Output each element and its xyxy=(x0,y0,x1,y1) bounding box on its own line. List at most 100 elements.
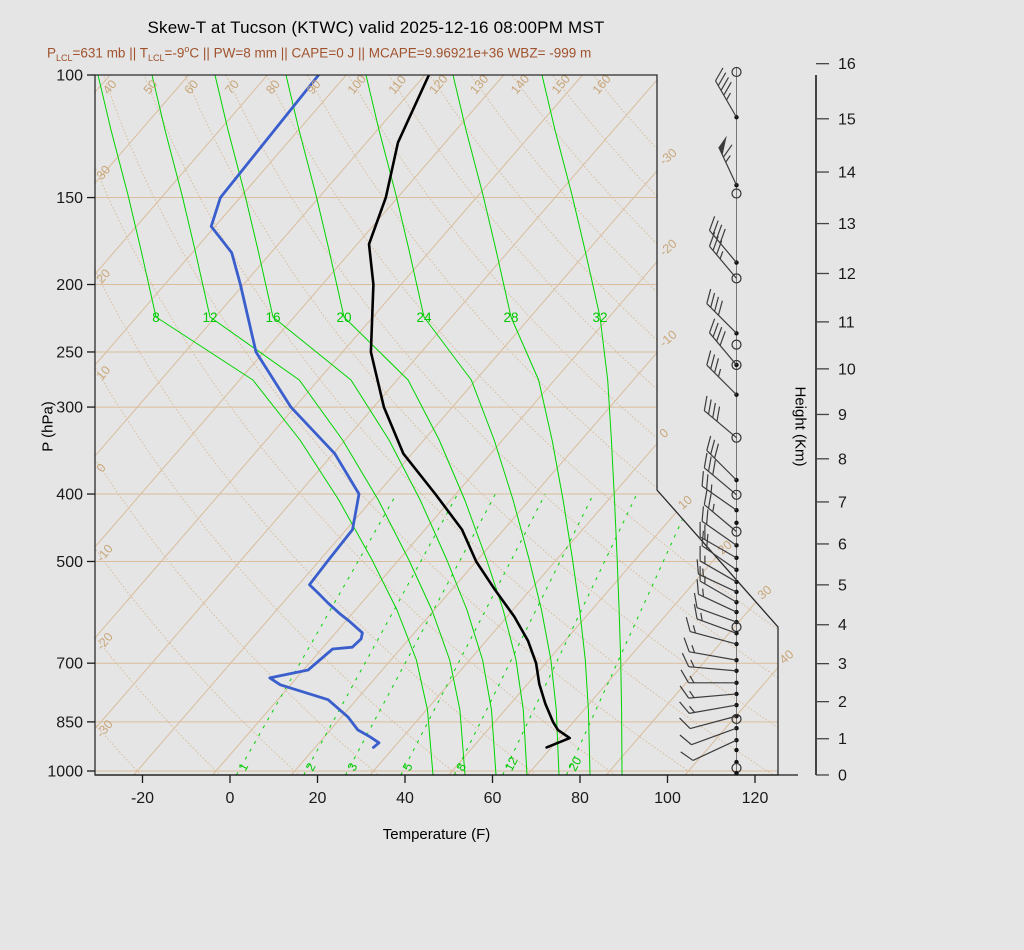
wind-barb xyxy=(701,530,737,571)
mixing-ratio-lines xyxy=(235,493,695,775)
isotherm-label: -10 xyxy=(657,327,680,349)
height-tick-label: 4 xyxy=(838,617,847,634)
dry-adiabat-label: 110 xyxy=(386,73,410,97)
height-tick-label: 0 xyxy=(838,767,847,784)
wind-barb xyxy=(701,506,737,546)
wind-barb xyxy=(718,135,738,186)
station-dot xyxy=(734,747,739,753)
pressure-tick-label: 850 xyxy=(56,714,83,731)
stats-part: LCL xyxy=(147,53,165,64)
pressure-tick-label: 500 xyxy=(56,554,83,571)
pressure-tick-label: 700 xyxy=(56,656,83,673)
dry-adiabat-label: 80 xyxy=(263,77,283,97)
wind-barb xyxy=(703,452,737,496)
isotherm-label: 10 xyxy=(675,493,695,513)
station-circle xyxy=(731,432,742,443)
pressure-tick-label: 200 xyxy=(56,277,83,294)
station-circle xyxy=(731,273,742,284)
pressure-tick-label: 250 xyxy=(56,344,83,361)
dry-adiabat-label: 20 xyxy=(94,266,114,286)
y-axis-title: P (hPa) xyxy=(39,401,57,452)
temperature-tick-label: 120 xyxy=(742,790,769,807)
height-tick-label: 12 xyxy=(838,266,856,283)
dry-adiabat-label: -20 xyxy=(94,630,116,653)
station-circle xyxy=(731,526,742,537)
height-tick-label: 13 xyxy=(838,216,856,233)
height-tick-label: 7 xyxy=(838,494,847,511)
height-tick-label: 16 xyxy=(838,56,856,73)
moist-adiabats xyxy=(97,75,623,775)
wind-barb xyxy=(679,727,737,746)
wind-barb xyxy=(693,592,737,623)
dewpoint-curve xyxy=(209,75,381,749)
wind-barb xyxy=(708,231,737,279)
dry-adiabat-label: 150 xyxy=(549,72,573,97)
isotherm-label: 30 xyxy=(755,583,775,603)
moist-adiabat-label: 28 xyxy=(503,310,518,325)
wind-barb xyxy=(703,395,737,439)
height-tick-label: 3 xyxy=(838,656,847,673)
height-tick-label: 8 xyxy=(838,451,847,468)
moist-adiabat-label: 24 xyxy=(416,310,432,325)
dry-adiabat-label: 160 xyxy=(590,72,614,97)
dry-adiabat-label: 90 xyxy=(304,77,324,97)
isotherm-label: 40 xyxy=(777,647,797,667)
moist-adiabat-labels: 8 12 16 20 24 28 32 xyxy=(152,310,607,325)
isotherm-label: 0 xyxy=(657,426,671,441)
wind-barb xyxy=(696,559,737,593)
station-circle xyxy=(731,359,742,371)
moist-adiabat-label: 16 xyxy=(265,310,280,325)
height-tick-label: 10 xyxy=(838,361,856,378)
wind-barb xyxy=(680,669,737,684)
height-tick-label: 6 xyxy=(838,536,847,553)
height-tick-label: 11 xyxy=(838,314,855,331)
wind-barb xyxy=(699,521,737,559)
wind-barb xyxy=(696,579,737,613)
temperature-tick-label: 20 xyxy=(309,790,327,807)
wind-barb xyxy=(706,350,737,396)
wind-barb xyxy=(706,288,737,334)
wind-barb xyxy=(706,435,737,481)
temperature-tick-label: 40 xyxy=(396,790,414,807)
station-circle xyxy=(731,489,742,500)
temperature-tick-label: 60 xyxy=(484,790,502,807)
pressure-axis: 100 150 200 250 300 400 500 700 850 1000 xyxy=(47,68,95,781)
height-tick-label: 14 xyxy=(838,165,856,182)
pressure-tick-label: 1000 xyxy=(47,764,83,781)
dry-adiabat-label: 50 xyxy=(141,77,161,97)
dry-adiabat-label: 100 xyxy=(345,72,369,97)
isotherms xyxy=(95,75,778,775)
height-axis-title: Height (Km) xyxy=(791,386,809,467)
stats-part: =-9 xyxy=(164,45,185,61)
station-dot xyxy=(734,520,739,526)
stats-part: C || PW=8 mm || CAPE=0 J || MCAPE=9.9692… xyxy=(189,45,592,61)
temperature-tick-label: 0 xyxy=(226,790,235,807)
wind-barb xyxy=(701,471,737,511)
page-title: Skew-T at Tucson (KTWC) valid 2025-12-16… xyxy=(147,18,605,37)
background-lines xyxy=(95,75,778,775)
wind-barb xyxy=(708,216,737,263)
moist-adiabat-label: 8 xyxy=(152,310,160,325)
wind-barb xyxy=(679,715,737,730)
station-circle xyxy=(731,713,742,725)
wind-barb xyxy=(681,652,737,672)
moist-adiabat-label: 12 xyxy=(202,310,217,325)
wind-barb xyxy=(685,616,737,645)
wind-barb xyxy=(683,637,737,661)
station-circle xyxy=(731,188,742,199)
dry-adiabat-label: 140 xyxy=(508,72,532,97)
wind-barb xyxy=(699,545,737,583)
temperature-axis: -20 0 20 40 60 80 100 120 xyxy=(95,774,798,807)
dry-adiabat-label: 10 xyxy=(94,363,114,383)
moist-adiabat-label: 20 xyxy=(336,310,351,325)
stats-part: =631 mb || T xyxy=(72,45,148,61)
station-circle xyxy=(731,339,742,350)
height-tick-label: 9 xyxy=(838,407,847,424)
dry-adiabat-label: 60 xyxy=(182,77,202,97)
stats-part: P xyxy=(47,45,57,61)
height-tick-label: 15 xyxy=(838,111,856,128)
wind-barb xyxy=(714,67,738,118)
mixing-ratio-label: 12 xyxy=(502,755,521,774)
temperature-tick-label: 100 xyxy=(654,790,681,807)
